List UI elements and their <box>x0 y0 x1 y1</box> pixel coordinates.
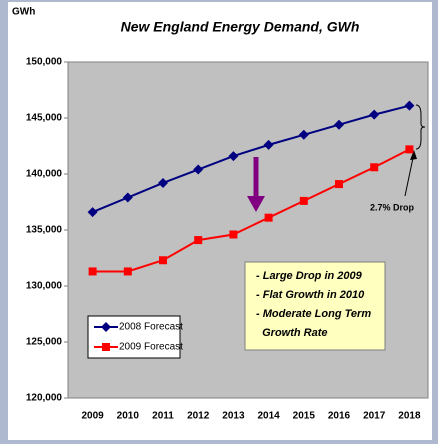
x-tick-label: 2009 <box>81 411 104 422</box>
y-tick-label: 130,000 <box>26 281 63 292</box>
x-tick-label: 2011 <box>152 411 174 422</box>
point <box>87 207 98 218</box>
point <box>158 177 168 188</box>
x-tick-label: 2016 <box>328 411 351 422</box>
y-tick-label: 140,000 <box>26 169 63 180</box>
point <box>229 230 238 239</box>
y-tick-label: 125,000 <box>26 337 63 348</box>
point <box>264 213 273 222</box>
point <box>335 180 343 189</box>
point <box>193 164 204 175</box>
point <box>123 267 132 276</box>
x-tick-label: 2012 <box>187 411 210 422</box>
point <box>334 119 344 130</box>
note-line: Growth Rate <box>256 327 328 339</box>
bracket <box>415 104 426 150</box>
annotation-head <box>410 150 417 160</box>
x-tick-label: 2014 <box>257 411 280 422</box>
point <box>299 196 308 205</box>
point <box>370 163 379 172</box>
x-tick-label: 2013 <box>222 411 245 422</box>
annotation-line <box>404 152 415 197</box>
point <box>228 151 239 162</box>
point <box>404 100 415 111</box>
x-tick-label: 2017 <box>363 411 386 422</box>
chart-title: New England Energy Demand, GWh <box>121 19 360 35</box>
x-tick-label: 2015 <box>293 411 316 422</box>
y-tick-label: 135,000 <box>26 225 63 236</box>
point <box>122 192 133 203</box>
drop-arrow-head <box>247 196 265 212</box>
point <box>88 267 97 276</box>
point <box>194 236 203 245</box>
point <box>298 129 309 140</box>
x-tick-label: 2018 <box>398 411 421 422</box>
point <box>263 139 274 150</box>
point <box>405 145 414 154</box>
note-line: - Moderate Long Term <box>256 308 371 320</box>
series-line <box>92 104 410 214</box>
y-tick-label: 150,000 <box>26 57 63 68</box>
point <box>101 322 111 332</box>
note-box <box>244 261 386 351</box>
series-line <box>92 148 410 273</box>
y-axis-unit: GWh <box>12 7 35 18</box>
note-line: - Flat Growth in 2010 <box>256 289 365 301</box>
point <box>159 256 167 265</box>
point <box>369 109 380 120</box>
x-tick-label: 2010 <box>117 411 140 422</box>
legend-label: 2008 Forecast <box>119 322 183 333</box>
y-tick-label: 120,000 <box>26 393 63 404</box>
note-line: - Large Drop in 2009 <box>256 270 363 282</box>
legend-label: 2009 Forecast <box>119 342 183 353</box>
y-tick-label: 145,000 <box>26 113 63 124</box>
point <box>102 343 110 351</box>
annotation: 2.7% Drop <box>370 202 415 212</box>
